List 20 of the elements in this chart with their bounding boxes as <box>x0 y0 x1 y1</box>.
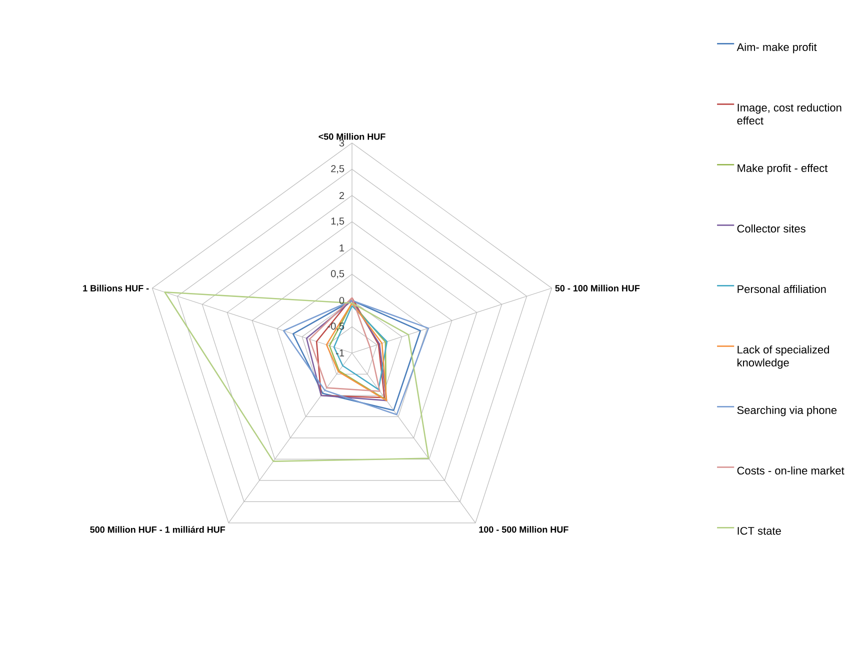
legend-label: Searching via phone <box>737 406 837 416</box>
y-tick-label: 0,5 <box>330 270 344 278</box>
y-tick-label: 3 <box>339 139 344 147</box>
legend-label: Lack of specialized knowledge <box>738 345 829 369</box>
legend-label: Costs - on-line market <box>737 466 844 475</box>
y-tick-label: 1 <box>340 244 344 252</box>
legend-label: Image, cost reduction effect <box>737 103 842 125</box>
spoke-label: 1 Billions HUF - <box>83 284 149 292</box>
legend-label: Collector sites <box>737 224 806 233</box>
y-tick-label: 2 <box>339 192 344 199</box>
legend-label: Personal affiliation <box>738 284 826 294</box>
spoke-label: <50 Million HUF <box>318 133 386 140</box>
y-tick-label: 2,5 <box>331 165 344 174</box>
spoke-label: 100 - 500 Million HUF <box>479 526 568 533</box>
y-tick-label: 1,5 <box>331 218 344 226</box>
spoke-label: 50 - 100 Million HUF <box>555 284 640 292</box>
legend-label: Aim- make profit <box>736 42 817 54</box>
legend-label: ICT state <box>738 526 781 535</box>
spoke-label: 500 Million HUF - 1 milliárd HUF <box>90 526 226 533</box>
legend-label: Make profit - effect <box>738 164 828 174</box>
